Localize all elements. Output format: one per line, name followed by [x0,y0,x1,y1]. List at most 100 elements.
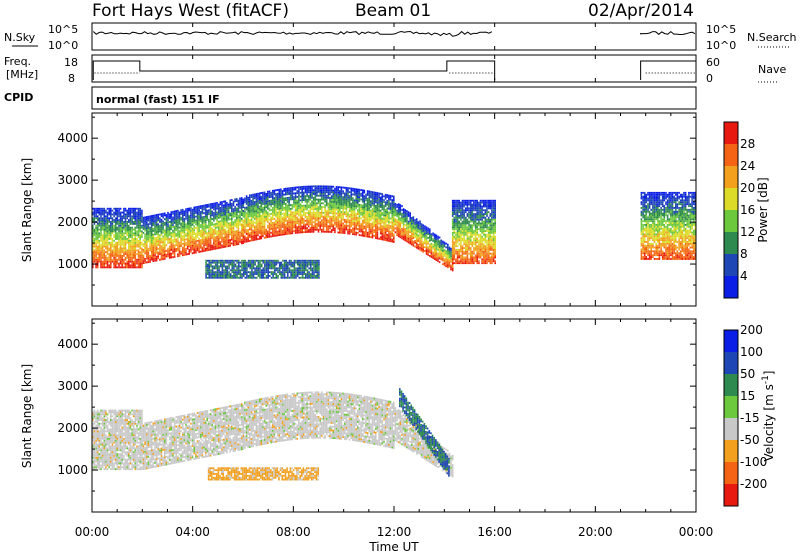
heatmap-cell [147,227,150,229]
heatmap-cell [289,198,292,201]
heatmap-cell [271,229,274,232]
heatmap-cell [175,225,177,228]
heatmap-cell [155,227,158,230]
heatmap-cell [307,223,310,226]
heatmap-cell [101,245,104,248]
heatmap-cell [281,190,284,193]
heatmap-cell [373,193,375,196]
heatmap-cell [257,219,259,222]
heatmap-cell [412,237,415,239]
heatmap-cell [291,205,294,208]
heatmap-cell [165,253,168,256]
heatmap-cell [213,215,215,218]
heatmap-cell [383,210,385,213]
heatmap-cell [101,213,104,216]
heatmap-cell [175,238,177,241]
heatmap-cell [128,224,130,227]
heatmap-cell [335,201,338,203]
heatmap-cell [237,229,240,232]
heatmap-cell [118,251,120,254]
heatmap-cell [222,206,225,209]
heatmap-cell [208,232,210,234]
heatmap-cell [118,211,120,214]
heatmap-cell [355,197,357,200]
heatmap-cell [137,249,140,252]
heatmap-cell [334,202,336,205]
heatmap-cell [183,235,186,237]
heatmap-cell [126,253,128,255]
heatmap-cell [246,273,248,275]
heatmap-cell [160,249,163,251]
heatmap-cell [370,204,372,206]
heatmap-cell [234,232,236,235]
heatmap-cell [100,245,102,248]
heatmap-cell [242,259,245,262]
heatmap-cell [293,186,295,189]
heatmap-cell [216,219,218,221]
freq-label-line1: Freq. [4,55,31,68]
heatmap-cell [196,219,199,222]
heatmap-cell [218,231,220,234]
heatmap-cell [268,207,271,210]
heatmap-cell [139,207,141,210]
heatmap-cell [321,219,323,222]
heatmap-cell [360,211,362,214]
heatmap-cell [286,210,289,213]
heatmap-cell [337,205,339,207]
heatmap-cell [335,187,338,190]
heatmap-cell [134,245,137,248]
heatmap-cell [103,262,106,265]
heatmap-cell [303,187,305,190]
heatmap-cell [358,194,361,197]
heatmap-cell [332,202,335,205]
heatmap-cell [429,232,431,235]
heatmap-cell [409,221,411,224]
heatmap-cell [121,247,123,250]
heatmap-cell [196,217,199,220]
heatmap-cell [108,241,110,244]
heatmap-cell [255,193,258,195]
heatmap-cell [312,191,315,193]
heatmap-cell [255,196,258,199]
heatmap-cell [101,260,104,263]
heatmap-cell [414,245,416,248]
heatmap-cell [361,193,364,195]
heatmap-cell [95,260,97,263]
heatmap-cell [236,211,238,214]
heatmap-cell [280,224,282,227]
heatmap-cell [229,205,231,207]
heatmap-cell [273,214,276,217]
heatmap-cell [119,207,122,210]
heatmap-cell [219,242,222,245]
heatmap-cell [358,220,361,223]
heatmap-cell [306,198,308,201]
heatmap-cell [350,197,353,199]
heatmap-cell [154,223,156,226]
heatmap-cell [325,191,328,194]
heatmap-cell [208,249,210,251]
heatmap-cell [210,265,212,268]
heatmap-cell [314,200,317,203]
heatmap-cell [335,223,338,226]
heatmap-cell [350,223,353,226]
heatmap-cell [286,191,289,194]
heatmap-cell [108,217,110,220]
heatmap-cell [100,213,102,216]
heatmap-cell [237,218,240,221]
heatmap-cell [343,228,346,231]
heatmap-cell [399,226,402,229]
heatmap-cell [236,273,238,275]
heatmap-cell [165,216,168,218]
heatmap-cell [236,215,238,217]
heatmap-cell [319,189,321,192]
heatmap-cell [121,238,123,240]
heatmap-cell [311,213,313,216]
heatmap-cell [303,223,305,226]
heatmap-cell [352,206,354,209]
heatmap-cell [237,199,240,202]
heatmap-cell [435,247,438,250]
heatmap-cell [146,240,148,243]
heatmap-cell [119,238,122,240]
heatmap-cell [208,241,210,244]
heatmap-cell [182,225,184,228]
